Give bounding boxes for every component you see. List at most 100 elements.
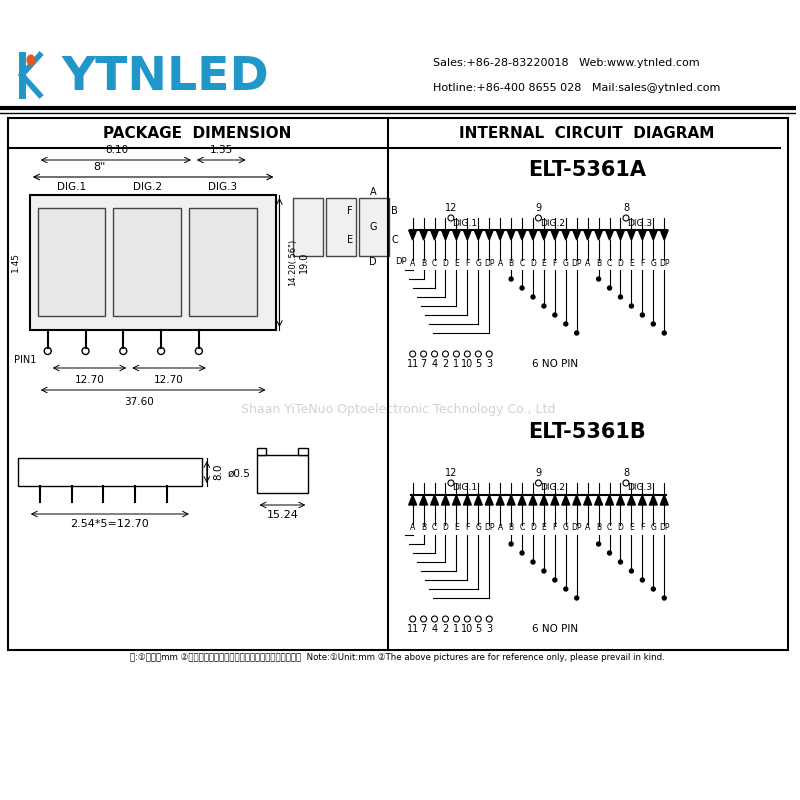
Bar [326, 198, 356, 256]
Text: C: C [519, 523, 525, 533]
Text: G: G [475, 258, 482, 267]
Circle shape [630, 304, 634, 308]
Text: ELT-5361B: ELT-5361B [528, 422, 646, 442]
Circle shape [618, 560, 622, 564]
Text: B: B [421, 258, 426, 267]
Text: ø0.5: ø0.5 [227, 469, 250, 479]
Text: Shaan YiTeNuo Optoelectronic Technology Co., Ltd: Shaan YiTeNuo Optoelectronic Technology … [241, 403, 555, 417]
Text: C: C [432, 258, 437, 267]
Text: D: D [442, 258, 449, 267]
Text: DP: DP [659, 523, 670, 533]
Polygon shape [606, 230, 614, 240]
Polygon shape [562, 230, 570, 240]
Text: 6 NO PIN: 6 NO PIN [532, 359, 578, 369]
Text: DP: DP [571, 523, 582, 533]
Polygon shape [529, 495, 537, 505]
Text: 注:①单位：mm ②以上图形、尺寸、原理仅供参考，请以实物为准。  Note:①Unit:mm ②The above pictures are for refe: 注:①单位：mm ②以上图形、尺寸、原理仅供参考，请以实物为准。 Note:①U… [130, 654, 665, 662]
Text: 2: 2 [442, 624, 449, 634]
Polygon shape [463, 230, 471, 240]
Text: B: B [509, 523, 514, 533]
Polygon shape [540, 495, 548, 505]
Polygon shape [496, 230, 504, 240]
Text: 8.10: 8.10 [105, 145, 128, 155]
Text: 6 NO PIN: 6 NO PIN [532, 624, 578, 634]
Text: 9: 9 [535, 468, 542, 478]
Text: DIG.3: DIG.3 [627, 218, 653, 227]
Text: A: A [410, 258, 415, 267]
Polygon shape [594, 495, 602, 505]
Circle shape [662, 331, 666, 335]
Text: DIG.2: DIG.2 [133, 182, 162, 192]
Circle shape [553, 578, 557, 582]
Text: DIG.3: DIG.3 [627, 483, 653, 493]
Text: 4: 4 [431, 359, 438, 369]
Bar [8, 118, 787, 650]
Polygon shape [562, 495, 570, 505]
Polygon shape [660, 495, 668, 505]
Text: C: C [607, 258, 612, 267]
Text: Sales:+86-28-83220018   Web:www.ytnled.com: Sales:+86-28-83220018 Web:www.ytnled.com [433, 58, 699, 68]
Text: PIN1: PIN1 [14, 355, 36, 365]
Circle shape [618, 295, 622, 299]
Text: DIG.1: DIG.1 [452, 483, 478, 493]
Polygon shape [529, 230, 537, 240]
Polygon shape [551, 230, 559, 240]
Text: C: C [432, 523, 437, 533]
Text: ELT-5361A: ELT-5361A [528, 160, 646, 180]
Polygon shape [430, 230, 438, 240]
Circle shape [520, 551, 524, 555]
Text: 2: 2 [442, 359, 449, 369]
Text: D: D [369, 257, 377, 267]
Polygon shape [518, 495, 526, 505]
Circle shape [531, 295, 535, 299]
Circle shape [597, 277, 601, 281]
Text: A: A [585, 258, 590, 267]
Polygon shape [627, 230, 635, 240]
Circle shape [607, 551, 611, 555]
Text: E: E [347, 234, 353, 245]
Polygon shape [650, 230, 658, 240]
Text: 11: 11 [406, 359, 418, 369]
Polygon shape [430, 495, 438, 505]
Circle shape [651, 322, 655, 326]
Bar [189, 208, 257, 316]
Text: A: A [498, 258, 502, 267]
Polygon shape [606, 495, 614, 505]
Text: DP: DP [395, 258, 406, 266]
Polygon shape [573, 230, 581, 240]
Circle shape [607, 286, 611, 290]
Text: 3: 3 [486, 359, 492, 369]
Text: B: B [391, 206, 398, 216]
Text: G: G [369, 222, 377, 232]
Text: 14.20(.56"): 14.20(.56") [288, 239, 297, 286]
Text: DP: DP [659, 258, 670, 267]
Text: E: E [629, 523, 634, 533]
Text: 4: 4 [431, 624, 438, 634]
Text: D: D [442, 523, 449, 533]
Text: Hotline:+86-400 8655 028   Mail:sales@ytnled.com: Hotline:+86-400 8655 028 Mail:sales@ytnl… [433, 83, 720, 93]
Text: 10: 10 [462, 359, 474, 369]
Polygon shape [409, 495, 417, 505]
Text: 5: 5 [475, 359, 482, 369]
Text: DIG.2: DIG.2 [540, 218, 565, 227]
Polygon shape [584, 495, 592, 505]
Polygon shape [420, 495, 427, 505]
Polygon shape [442, 495, 450, 505]
Text: A: A [498, 523, 502, 533]
Text: 1.45: 1.45 [11, 253, 21, 273]
Text: 8: 8 [623, 203, 629, 213]
Circle shape [574, 596, 578, 600]
Bar [298, 448, 308, 455]
Circle shape [564, 587, 568, 591]
Text: DP: DP [484, 258, 494, 267]
Bar [257, 448, 266, 455]
Text: YTNLED: YTNLED [62, 55, 270, 101]
Text: DIG.1: DIG.1 [452, 218, 478, 227]
Circle shape [662, 596, 666, 600]
Polygon shape [453, 495, 460, 505]
Text: F: F [553, 258, 557, 267]
Bar [257, 455, 308, 493]
Polygon shape [584, 230, 592, 240]
Circle shape [597, 542, 601, 546]
Text: A: A [585, 523, 590, 533]
